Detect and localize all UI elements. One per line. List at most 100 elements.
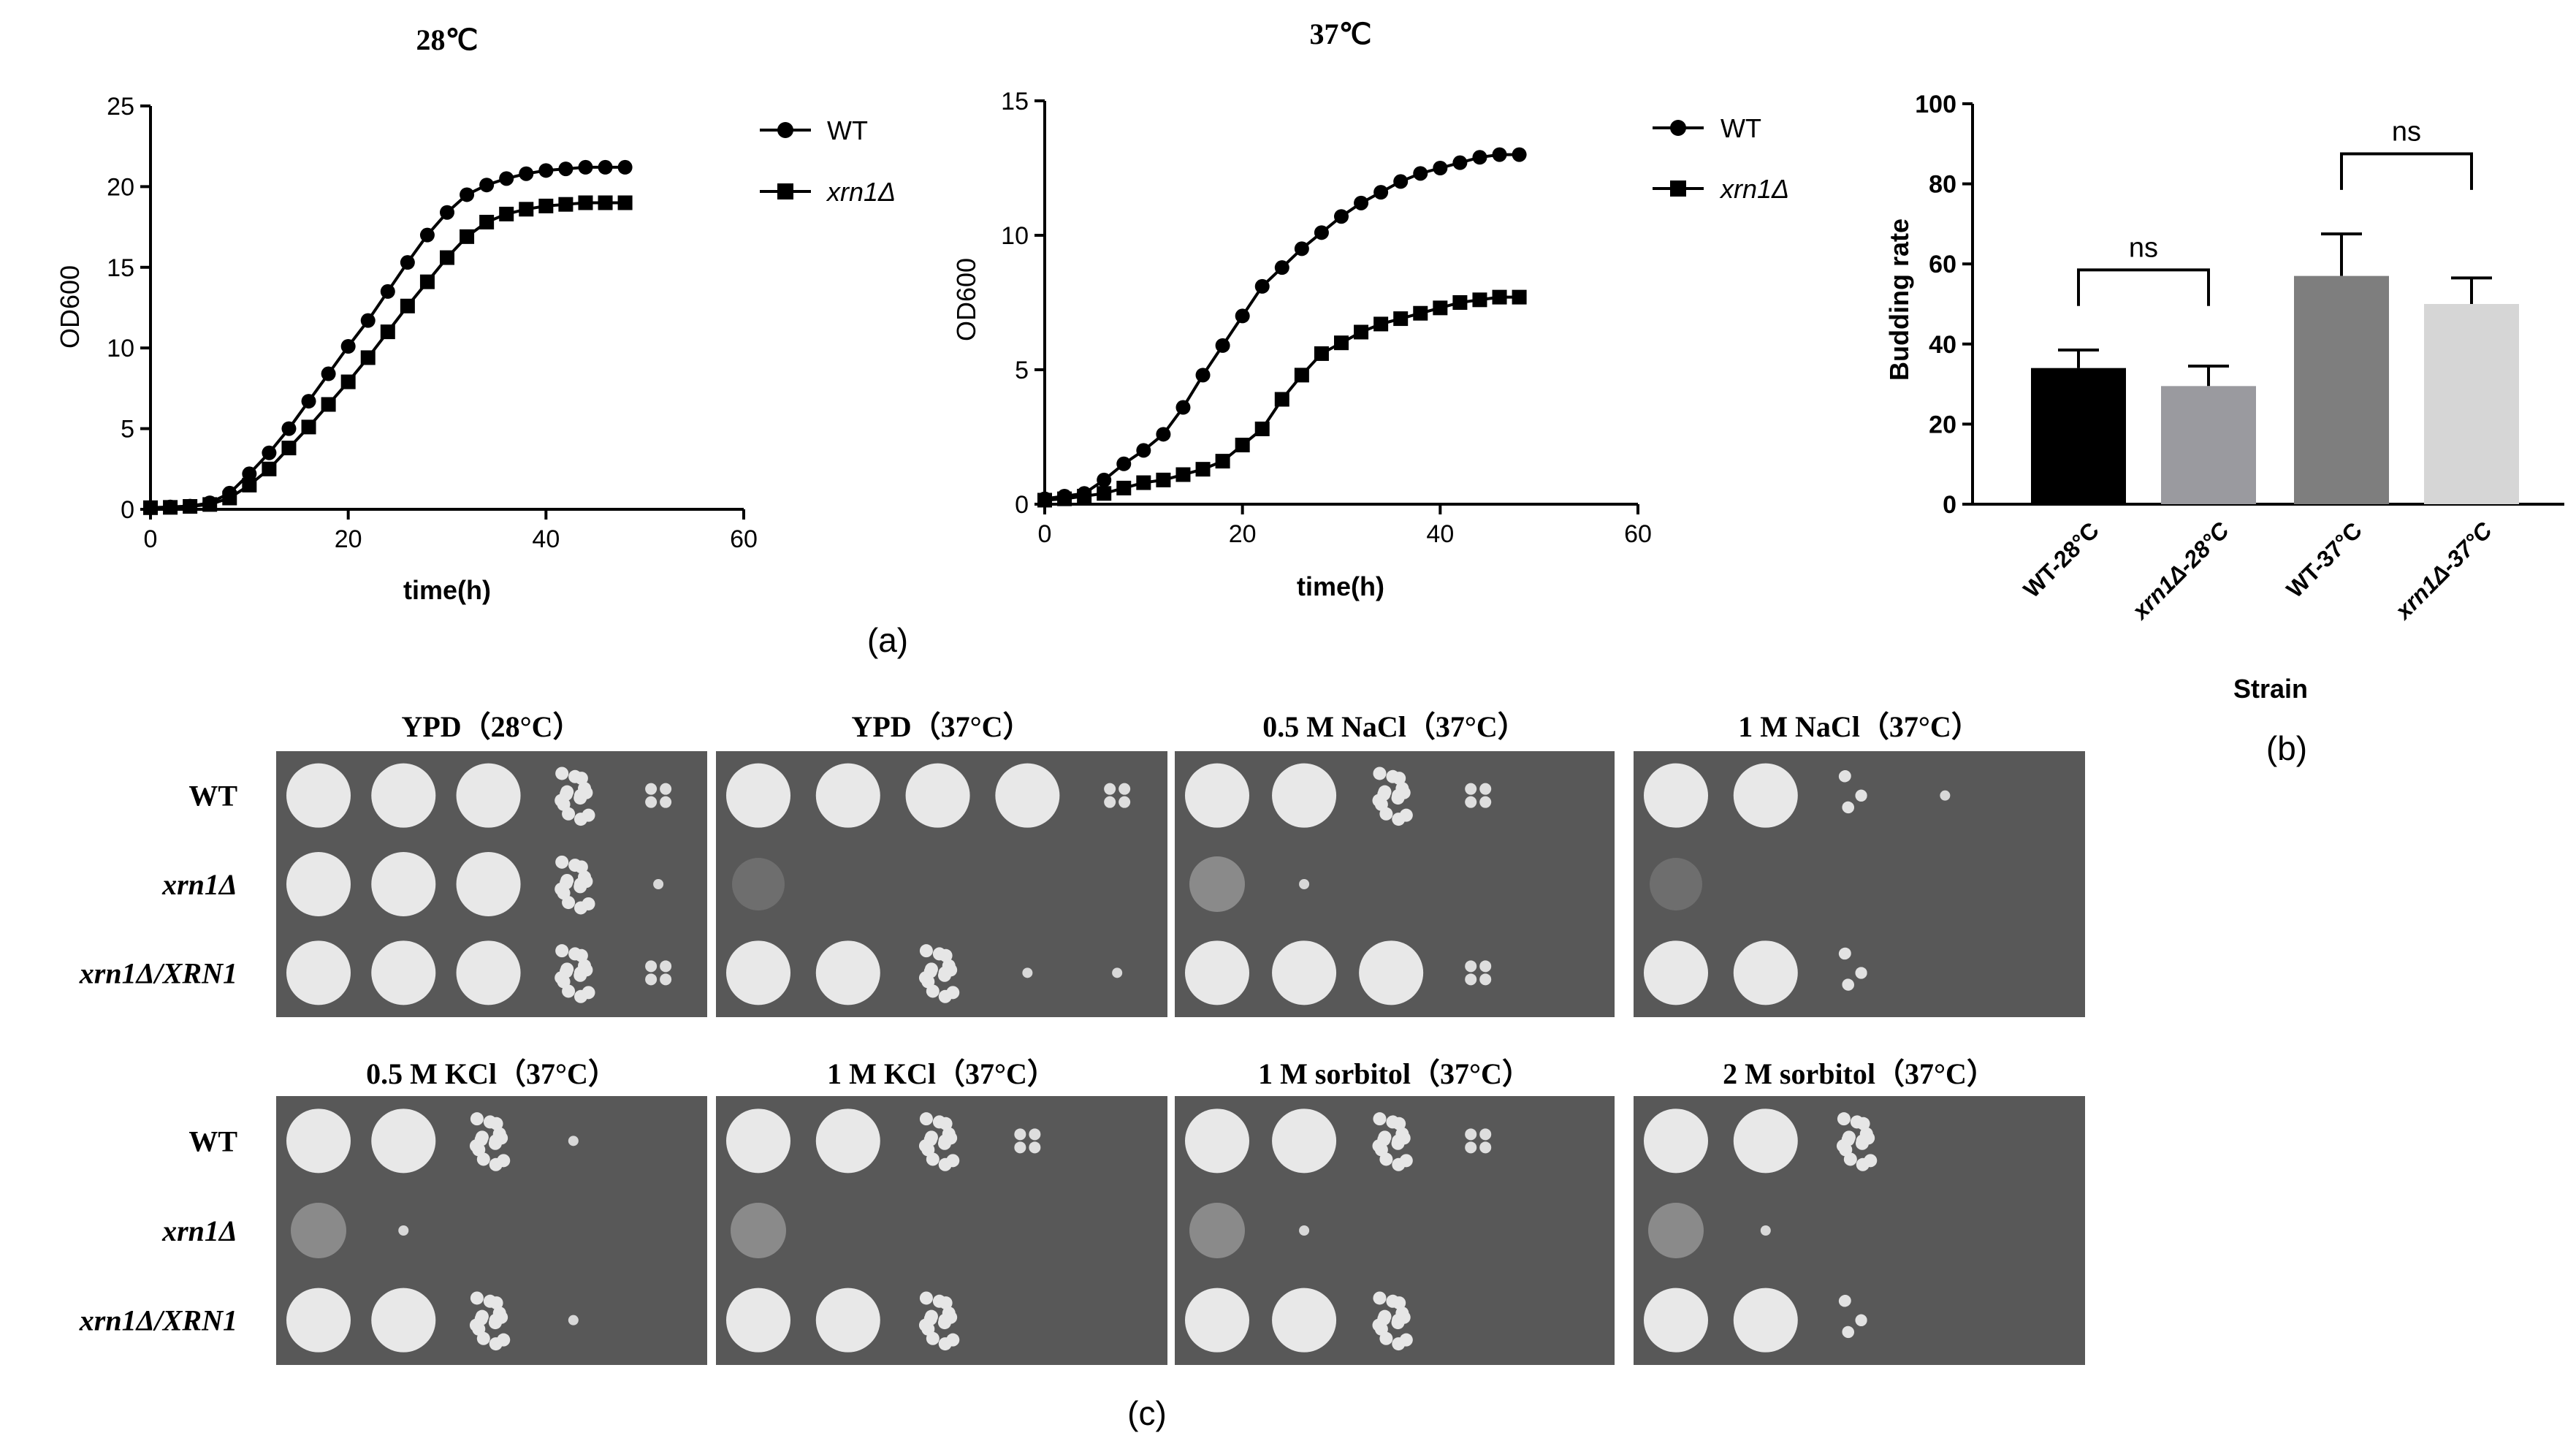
colony [1397,786,1411,799]
colony [1029,1141,1041,1154]
colony [1397,1310,1411,1324]
x-tick-label: 20 [335,525,362,553]
data-point-wt [1492,147,1507,162]
data-point-xrn1 [400,298,415,313]
data-point-xrn1 [519,202,534,217]
data-point-wt [419,227,435,243]
colony [1379,1152,1393,1166]
colony-spot [815,763,880,828]
x-axis-label: Strain [2233,674,2308,704]
colony [926,984,940,998]
x-tick-label: 60 [730,525,758,553]
colony [1104,783,1116,795]
colony [1479,1128,1492,1141]
colony [924,1309,938,1323]
data-point-xrn1 [321,397,336,412]
legend-marker-circle [777,122,793,138]
data-point-xrn1 [1413,305,1428,321]
data-point-wt [499,171,514,186]
colony [555,855,569,869]
data-point-xrn1 [499,206,514,221]
data-point-xrn1 [1492,289,1507,305]
colony-spot [456,940,521,1005]
data-point-wt [1097,472,1112,487]
colony [573,901,587,915]
colony [470,1291,484,1305]
faint-spot [732,858,785,910]
colony [939,1296,953,1310]
data-point-wt [558,161,573,177]
colony [568,1315,579,1326]
plate-title: 1 M KCl（37°C） [827,1057,1056,1090]
data-point-xrn1 [222,490,237,506]
data-point-xrn1 [558,197,573,212]
colony [470,1112,484,1126]
colony [1392,1117,1406,1130]
faint-spot [1650,858,1702,910]
colony [1299,1225,1310,1236]
colony [476,1331,490,1345]
colony [1837,1112,1851,1126]
colony [1465,1141,1477,1154]
bar-0 [2031,368,2126,504]
legend: WT xrn1Δ [760,115,896,207]
colony [573,989,587,1003]
strain-label: xrn1Δ [161,868,237,901]
colony [919,1291,933,1305]
colony [568,1136,579,1146]
colony [1842,978,1854,991]
plate-title: 0.5 M KCl（37°C） [366,1057,617,1090]
legend-label-xrn1: xrn1Δ [826,177,896,207]
colony [1465,960,1477,973]
colony-spot [1733,763,1798,828]
colony [574,860,588,874]
data-point-wt [1433,161,1448,175]
colony [1119,783,1131,795]
colony [1839,947,1851,959]
colony [924,962,938,976]
colony-spot [1185,763,1249,828]
colony [555,944,569,958]
colony [660,960,672,973]
colony [1842,801,1854,813]
x-tick-label: 40 [532,525,560,553]
colony-spot [1272,1288,1337,1353]
colony-spot [1272,940,1337,1005]
data-point-xrn1 [143,500,158,515]
y-tick-label: 20 [1929,411,1956,438]
panel-label-b: (b) [2266,729,2307,767]
data-point-xrn1 [1452,295,1468,310]
data-point-xrn1 [1393,311,1409,327]
strain-label: xrn1Δ/XRN1 [79,1304,237,1337]
colony-spot [286,1288,351,1353]
x-tick-label: 0 [1038,520,1052,548]
data-point-wt [1413,166,1428,181]
colony [579,963,593,977]
data-point-xrn1 [419,274,435,289]
colony-spot [1185,940,1249,1005]
colony [475,1309,489,1323]
colony [1839,770,1851,783]
colony [1014,1128,1026,1141]
y-tick-label: 100 [1915,91,1956,118]
colony [489,1296,503,1310]
colony-spot [726,940,790,1005]
colony [1299,879,1310,889]
data-point-xrn1 [380,324,395,340]
colony [1839,1295,1851,1307]
plate-title: 2 M sorbitol（37°C） [1723,1057,1996,1090]
data-point-wt [340,338,356,354]
data-point-wt [1294,241,1309,256]
significance-bracket [2340,152,2473,190]
colony [1465,796,1477,808]
colony [560,873,574,887]
colony [1379,1331,1393,1345]
data-point-xrn1 [1354,324,1369,340]
colony [1479,783,1492,795]
bar-2 [2294,275,2389,504]
colony [938,1337,952,1351]
faint-spot [1648,1203,1704,1258]
y-tick-label: 10 [1001,222,1029,250]
colony [1397,1131,1411,1145]
chart-title: 28℃ [416,23,479,56]
